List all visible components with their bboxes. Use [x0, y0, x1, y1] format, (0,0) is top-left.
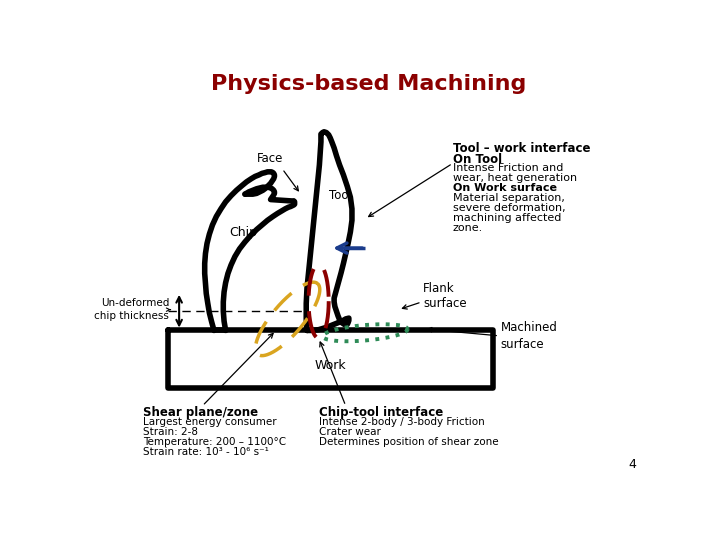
Text: Tool – work interface: Tool – work interface	[453, 142, 590, 155]
Text: Intense Friction and: Intense Friction and	[453, 164, 563, 173]
Text: Machined
surface: Machined surface	[500, 321, 557, 351]
Text: Chip: Chip	[230, 226, 258, 239]
Text: Un-deformed
chip thickness: Un-deformed chip thickness	[94, 298, 169, 321]
Text: Chip-tool interface: Chip-tool interface	[319, 406, 443, 419]
Text: On Work surface: On Work surface	[453, 184, 557, 193]
Text: zone.: zone.	[453, 224, 483, 233]
Text: wear, heat generation: wear, heat generation	[453, 173, 577, 184]
Text: Physics-based Machining: Physics-based Machining	[211, 74, 527, 94]
Text: machining affected: machining affected	[453, 213, 561, 224]
Text: Strain rate: 10³ - 10⁶ s⁻¹: Strain rate: 10³ - 10⁶ s⁻¹	[143, 448, 269, 457]
Text: On Tool: On Tool	[453, 153, 502, 166]
Text: Crater wear: Crater wear	[319, 428, 380, 437]
Text: Shear plane/zone: Shear plane/zone	[143, 406, 258, 419]
Text: Flank
surface: Flank surface	[423, 282, 467, 310]
Text: Largest energy consumer: Largest energy consumer	[143, 417, 276, 428]
Text: Determines position of shear zone: Determines position of shear zone	[319, 437, 498, 448]
Text: severe deformation,: severe deformation,	[453, 204, 565, 213]
Text: Material separation,: Material separation,	[453, 193, 564, 204]
Text: 4: 4	[629, 458, 636, 471]
Text: Intense 2-body / 3-body Friction: Intense 2-body / 3-body Friction	[319, 417, 485, 428]
Text: Tool: Tool	[329, 189, 351, 202]
Text: Work: Work	[315, 359, 346, 372]
Text: Temperature: 200 – 1100°C: Temperature: 200 – 1100°C	[143, 437, 286, 448]
Text: Face: Face	[256, 152, 283, 165]
Text: Strain: 2-8: Strain: 2-8	[143, 428, 198, 437]
